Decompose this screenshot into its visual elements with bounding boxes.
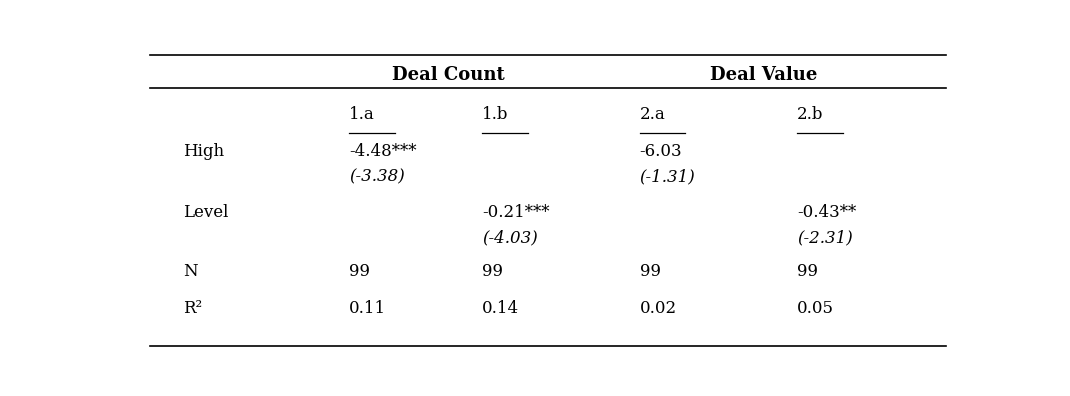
Text: 99: 99 bbox=[640, 263, 660, 280]
Text: -0.21***: -0.21*** bbox=[482, 204, 550, 221]
Text: 99: 99 bbox=[349, 263, 370, 280]
Text: 0.05: 0.05 bbox=[797, 300, 835, 317]
Text: 99: 99 bbox=[482, 263, 503, 280]
Text: -0.43**: -0.43** bbox=[797, 204, 856, 221]
Text: (-2.31): (-2.31) bbox=[797, 230, 853, 247]
Text: -4.48***: -4.48*** bbox=[349, 143, 417, 160]
Text: -6.03: -6.03 bbox=[640, 143, 683, 160]
Text: (-4.03): (-4.03) bbox=[482, 230, 538, 247]
Text: Deal Value: Deal Value bbox=[710, 66, 817, 84]
Text: 0.02: 0.02 bbox=[640, 300, 676, 317]
Text: N: N bbox=[184, 263, 198, 280]
Text: 1.b: 1.b bbox=[482, 106, 508, 123]
Text: 0.11: 0.11 bbox=[349, 300, 386, 317]
Text: Deal Count: Deal Count bbox=[393, 66, 505, 84]
Text: High: High bbox=[184, 143, 225, 160]
Text: R²: R² bbox=[184, 300, 202, 317]
Text: 2.a: 2.a bbox=[640, 106, 666, 123]
Text: 2.b: 2.b bbox=[797, 106, 824, 123]
Text: (-3.38): (-3.38) bbox=[349, 169, 406, 186]
Text: 1.a: 1.a bbox=[349, 106, 376, 123]
Text: 0.14: 0.14 bbox=[482, 300, 519, 317]
Text: 99: 99 bbox=[797, 263, 819, 280]
Text: (-1.31): (-1.31) bbox=[640, 169, 696, 186]
Text: Level: Level bbox=[184, 204, 229, 221]
